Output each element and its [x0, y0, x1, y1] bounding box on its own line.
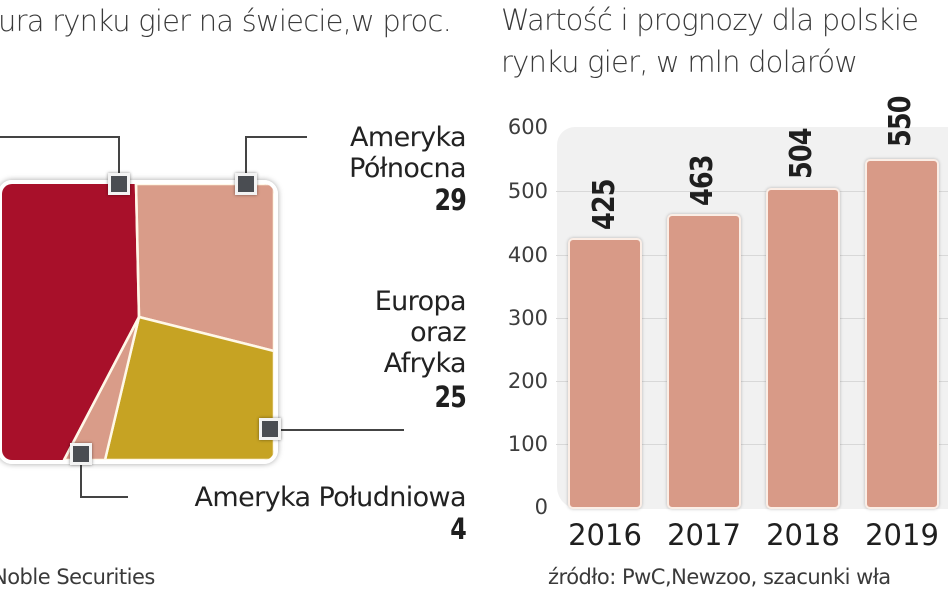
bar-2016 — [568, 238, 642, 509]
bar-value-2019: 550 — [883, 96, 918, 147]
ytick-500: 500 — [507, 179, 548, 203]
bar-value-2016: 425 — [587, 179, 622, 230]
bar-2018 — [766, 188, 840, 509]
xtick-2016: 2016 — [568, 518, 642, 552]
ytick-100: 100 — [507, 432, 548, 456]
label-ameryka-polnocna: Ameryka Północna 29 — [266, 122, 467, 217]
bar-2019 — [865, 159, 939, 509]
xtick-2018: 2018 — [766, 518, 840, 552]
leader-line-unlabeled — [118, 136, 120, 182]
pie-slice-unlabeled — [2, 184, 139, 460]
gridline-500 — [556, 191, 948, 192]
ytick-200: 200 — [507, 369, 548, 393]
leader-line-ameryka-polnocna — [245, 136, 307, 138]
gridline-200 — [556, 381, 948, 382]
marker-europa-afryka — [259, 418, 281, 440]
leader-line-unlabeled — [0, 136, 119, 138]
gridline-300 — [556, 318, 948, 319]
ytick-400: 400 — [507, 243, 548, 267]
marker-ameryka-polnocna — [235, 173, 257, 195]
ytick-0: 0 — [534, 495, 548, 519]
label-ameryka-poludniowa: Ameryka Południowa 4 — [126, 482, 467, 546]
pie-chart — [0, 180, 278, 464]
bar-2017 — [667, 214, 741, 509]
ytick-300: 300 — [507, 306, 548, 330]
bar-chart-title-line1: Wartość i prognozy dla polskie — [501, 3, 919, 37]
bar-source: źródło: PwC,Newzoo, szacunki wła — [548, 565, 891, 589]
value-europa-afryka: 25 — [434, 380, 467, 414]
ytick-600: 600 — [507, 115, 548, 139]
gridline-400 — [556, 255, 948, 256]
bar-chart-title-line2: rynku gier, w mln dolarów — [501, 45, 858, 79]
leader-line-ameryka-poludniowa — [80, 460, 82, 497]
pie-source: Noble Securities — [0, 565, 155, 589]
xtick-2019: 2019 — [865, 518, 939, 552]
value-ameryka-polnocna: 29 — [434, 183, 467, 217]
leader-line-ameryka-polnocna — [245, 136, 247, 182]
pie-chart-title: ura rynku gier na świecie,w proc. — [0, 4, 452, 38]
marker-ameryka-poludniowa — [70, 443, 92, 465]
marker-unlabeled — [108, 173, 130, 195]
value-ameryka-poludniowa: 4 — [450, 512, 467, 546]
bar-value-2018: 504 — [784, 128, 819, 179]
xtick-2017: 2017 — [667, 518, 741, 552]
bar-value-2017: 463 — [685, 155, 720, 206]
label-europa-afryka: Europa oraz Afryka 25 — [266, 286, 467, 414]
leader-line-europa-afryka — [280, 429, 404, 431]
leader-line-ameryka-poludniowa — [80, 496, 128, 498]
gridline-100 — [556, 444, 948, 445]
